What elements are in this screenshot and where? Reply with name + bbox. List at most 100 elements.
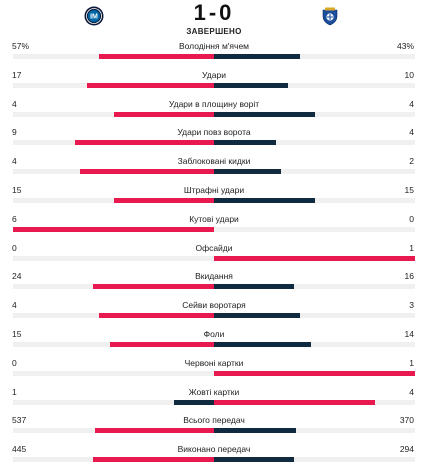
stat-label: Всього передач: [183, 415, 245, 426]
stat-bar-track: [13, 169, 415, 175]
stat-bar-track: [13, 82, 415, 88]
home-stat-bar: [93, 284, 214, 290]
fc-porto-crest-icon[interactable]: [320, 6, 340, 26]
away-stat-bar: [214, 54, 301, 59]
home-stat-bar: [99, 54, 214, 59]
away-stat-bar: [214, 82, 289, 88]
home-stat-value: 6: [12, 213, 17, 224]
home-stat-value: 0: [12, 242, 17, 253]
home-stat-bar: [13, 226, 214, 232]
away-stat-value: 0: [409, 213, 414, 224]
stat-row: 6 Кутові удари 0: [0, 211, 428, 240]
away-stat-bar: [214, 140, 276, 146]
stat-row: 15 Штрафні удари 15: [0, 182, 428, 211]
stat-row: 57% Володіння м'ячем 43%: [0, 38, 428, 67]
match-score: 1-0: [193, 0, 235, 25]
home-stat-bar: [80, 169, 214, 175]
home-stat-bar: [74, 140, 214, 146]
home-stat-value: 24: [12, 271, 22, 282]
stat-bar-track: [13, 140, 415, 146]
stat-label: Жовті картки: [188, 386, 240, 397]
home-stat-value: 17: [12, 69, 22, 80]
svg-text:IM: IM: [90, 14, 98, 21]
home-stat-bar: [92, 457, 214, 463]
stat-bar-track: [13, 255, 415, 261]
away-stat-value: 294: [399, 444, 414, 455]
stat-bar-track: [13, 313, 415, 319]
away-stat-value: 370: [399, 415, 414, 426]
home-stat-bar: [173, 399, 214, 405]
stat-label: Виконано передач: [177, 444, 251, 455]
home-stat-bar: [99, 313, 214, 319]
stat-label: Заблоковані кидки: [177, 156, 251, 167]
stat-bar-track: [13, 197, 415, 203]
stats-list: 57% Володіння м'ячем 43% 17 Удари 10 4 Удари в …: [0, 38, 428, 470]
match-header: IM 1-0 ЗАВЕРШЕНО: [0, 0, 428, 36]
away-stat-value: 4: [409, 386, 414, 397]
away-stat-bar: [214, 428, 296, 434]
stat-label: Фоли: [203, 328, 225, 339]
stat-label: Кутові удари: [189, 213, 239, 224]
home-stat-value: 57%: [12, 41, 30, 51]
inter-milan-crest-icon[interactable]: IM: [84, 6, 104, 26]
home-stat-value: 445: [12, 444, 27, 455]
home-stat-value: 15: [12, 328, 22, 339]
away-stat-bar: [214, 457, 294, 463]
away-stat-value: 3: [409, 300, 414, 311]
away-stat-bar: [214, 111, 315, 117]
stat-row: 24 Вкидання 16: [0, 268, 428, 297]
match-status: ЗАВЕРШЕНО: [186, 27, 242, 36]
away-stat-value: 4: [409, 98, 414, 109]
away-stat-value: 1: [409, 242, 414, 253]
away-stat-bar: [214, 197, 315, 203]
stat-label: Володіння м'ячем: [178, 41, 250, 51]
stat-bar-track: [13, 341, 415, 347]
stat-bar-track: [13, 111, 415, 117]
away-stat-bar: [214, 341, 312, 347]
stat-label: Удари в площину воріт: [168, 98, 260, 109]
away-stat-value: 16: [404, 271, 414, 282]
stat-bar-track: [13, 226, 415, 232]
stat-row: 4 Сейви воротаря 3: [0, 297, 428, 326]
home-stat-value: 537: [12, 415, 27, 426]
away-stat-bar: [214, 399, 375, 405]
stat-row: 445 Виконано передач 294: [0, 441, 428, 470]
stat-label: Офсайди: [195, 242, 233, 253]
stat-label: Вкидання: [195, 271, 233, 282]
away-stat-value: 1: [409, 357, 414, 368]
stat-bar-track: [13, 284, 415, 290]
home-stat-value: 9: [12, 127, 17, 138]
away-stat-value: 15: [404, 184, 414, 195]
away-stat-bar: [214, 284, 295, 290]
home-stat-bar: [110, 341, 214, 347]
stat-row: 4 Удари в площину воріт 4: [0, 96, 428, 125]
stat-row: 0 Червоні картки 1: [0, 355, 428, 384]
home-stat-value: 4: [12, 156, 17, 167]
home-stat-value: 0: [12, 357, 17, 368]
stat-bar-track: [13, 399, 415, 405]
stat-label: Сейви воротаря: [182, 300, 246, 311]
stat-row: 4 Заблоковані кидки 2: [0, 153, 428, 182]
stat-row: 0 Офсайди 1: [0, 240, 428, 269]
stat-row: 15 Фоли 14: [0, 326, 428, 355]
home-stat-bar: [113, 197, 214, 203]
home-stat-value: 4: [12, 98, 17, 109]
stat-bar-track: [13, 370, 415, 376]
home-stat-value: 4: [12, 300, 17, 311]
stat-row: 537 Всього передач 370: [0, 412, 428, 441]
away-stat-value: 4: [409, 127, 414, 138]
away-stat-value: 2: [409, 156, 414, 167]
stat-row: 17 Удари 10: [0, 67, 428, 96]
home-stat-bar: [95, 428, 214, 434]
home-stat-bar: [113, 111, 214, 117]
stat-bar-track: [13, 428, 415, 434]
home-stat-value: 1: [12, 386, 17, 397]
home-stat-value: 15: [12, 184, 22, 195]
home-stat-bar: [87, 82, 214, 88]
away-stat-bar: [214, 313, 301, 319]
stat-row: 9 Удари повз ворота 4: [0, 124, 428, 153]
stat-label: Червоні картки: [184, 357, 244, 368]
stat-label: Удари повз ворота: [177, 127, 251, 138]
away-stat-bar: [214, 370, 415, 376]
away-stat-value: 43%: [396, 41, 414, 51]
